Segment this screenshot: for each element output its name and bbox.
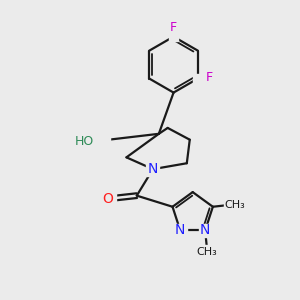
Bar (194, 74, 202, 83)
Text: O: O (102, 192, 113, 206)
Bar (224, 199, 246, 212)
Bar (169, 32, 178, 41)
Bar (196, 245, 217, 258)
Text: N: N (175, 224, 185, 238)
Text: HO: HO (75, 135, 94, 148)
Bar (104, 193, 116, 205)
Text: CH₃: CH₃ (196, 247, 217, 257)
Bar (199, 224, 212, 237)
Bar (174, 224, 187, 237)
Text: F: F (170, 21, 177, 34)
Text: N: N (200, 224, 210, 238)
Text: CH₃: CH₃ (225, 200, 245, 210)
Text: F: F (206, 70, 212, 84)
Bar (146, 163, 159, 176)
Text: N: N (148, 162, 158, 176)
Bar (78, 135, 110, 148)
